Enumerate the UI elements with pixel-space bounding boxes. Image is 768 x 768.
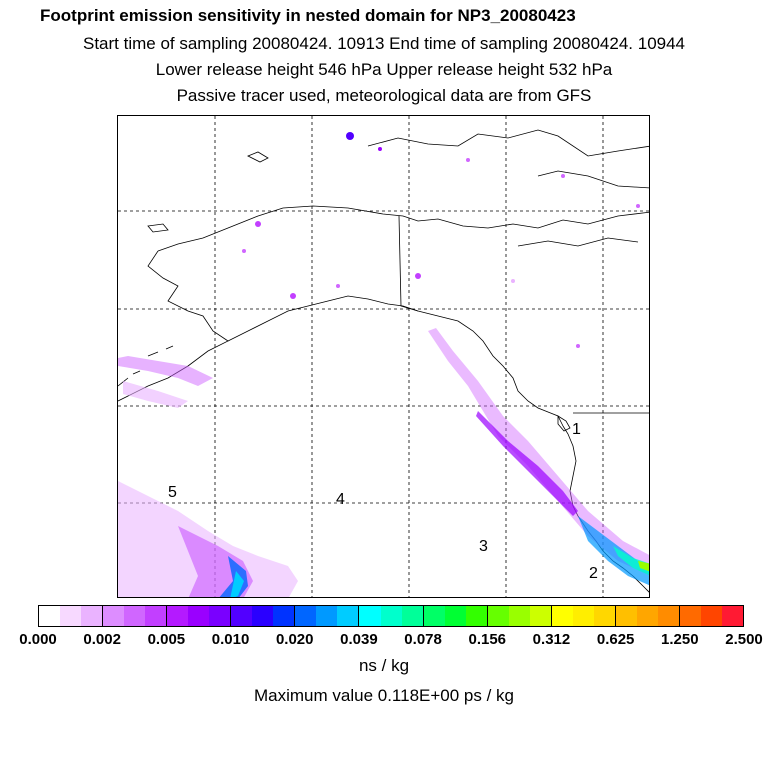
colorbar-tick-label: 0.000 [19,631,57,648]
colorbar-swatch [188,606,210,626]
colorbar-tick-label: 0.039 [340,631,378,648]
colorbar-swatch [679,606,701,626]
colorbar-swatch [423,606,445,626]
colorbar-swatch [209,606,231,626]
colorbar-swatch [529,606,551,626]
colorbar-segment [39,606,104,626]
colorbar-swatch [700,606,722,626]
day-label-3: 3 [479,538,488,555]
colorbar-tick-label: 1.250 [661,631,699,648]
colorbar-segment [359,606,424,626]
colorbar-segment [551,606,616,626]
sensitivity-field [118,132,649,597]
colorbar-tick-label: 2.500 [725,631,763,648]
coastlines [118,129,649,593]
colorbar-segment [295,606,360,626]
plot-title: Footprint emission sensitivity in nested… [40,6,576,25]
maximum-value-label: Maximum value 0.118E+00 ps / kg [253,686,514,705]
colorbar-tick-label: 0.078 [404,631,442,648]
colorbar-tick-label: 0.156 [468,631,507,648]
colorbar-units: ns / kg [358,656,410,675]
colorbar-segment [423,606,488,626]
colorbar-swatch [615,606,637,626]
colorbar-swatch [572,606,594,626]
colorbar-swatch [103,606,125,626]
colorbar-tick-label: 0.625 [596,631,635,648]
colorbar-swatch [124,606,146,626]
day-label-5: 5 [168,484,177,501]
colorbar-swatch [252,606,274,626]
colorbar-swatch [167,606,189,626]
release-height-line: Lower release height 546 hPa Upper relea… [155,60,613,79]
colorbar-tick-label: 0.002 [83,631,121,648]
colorbar-segment [231,606,296,626]
colorbar-tick-label: 0.020 [275,631,314,648]
color-scale-bar [38,605,744,627]
colorbar-swatch [316,606,338,626]
colorbar-swatch [60,606,82,626]
colorbar-tick-label: 0.005 [147,631,186,648]
colorbar-swatch [295,606,317,626]
tracer-info-line: Passive tracer used, meteorological data… [176,86,592,105]
colorbar-swatch [465,606,487,626]
colorbar-segment [167,606,232,626]
colorbar-tick-label: 0.312 [532,631,571,648]
colorbar-swatch [145,606,167,626]
colorbar-swatch [487,606,509,626]
colorbar-swatch [636,606,658,626]
colorbar-tick-label: 0.010 [211,631,250,648]
colorbar-swatch [401,606,423,626]
footprint-map: 1 2 3 4 5 [117,115,650,598]
colorbar-swatch [722,606,744,626]
day-label-2: 2 [589,565,598,582]
map-canvas [118,116,649,597]
colorbar-segment [615,606,680,626]
colorbar-segment [103,606,168,626]
sampling-time-line: Start time of sampling 20080424. 10913 E… [82,34,686,53]
colorbar-swatch [81,606,103,626]
colorbar-swatch [337,606,359,626]
colorbar-segment [487,606,552,626]
colorbar-swatch [39,606,61,626]
colorbar-swatch [508,606,530,626]
colorbar-segment [679,606,744,626]
graticule [118,116,649,597]
day-label-4: 4 [336,491,345,508]
colorbar-swatch [380,606,402,626]
colorbar-swatch [273,606,295,626]
colorbar-swatch [231,606,253,626]
colorbar-swatch [444,606,466,626]
day-label-1: 1 [572,421,581,438]
colorbar-swatch [593,606,615,626]
colorbar-swatch [551,606,573,626]
colorbar-swatch [359,606,381,626]
colorbar-swatch [657,606,679,626]
